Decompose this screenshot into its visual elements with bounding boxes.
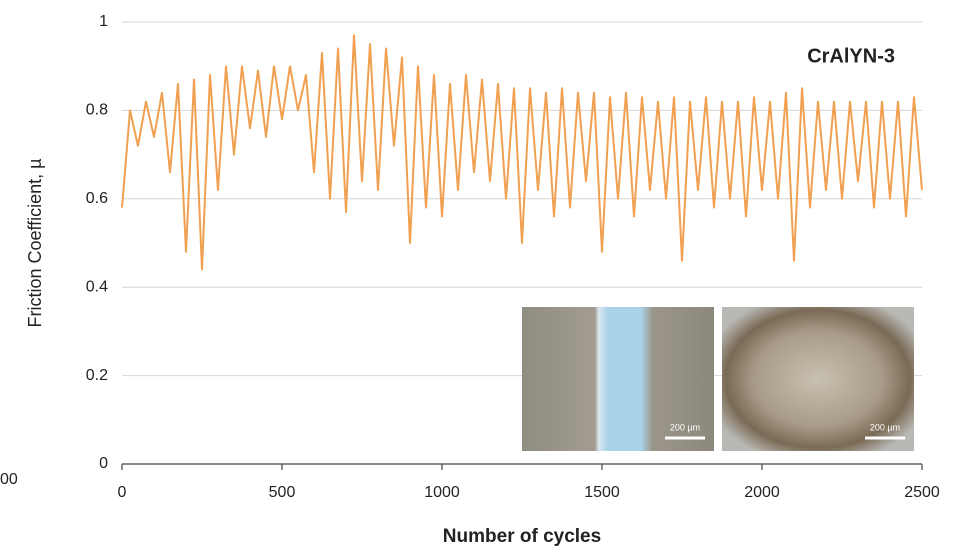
- annotation: CrAlYN-3: [807, 45, 895, 67]
- y-tick-label: 0.4: [86, 278, 108, 295]
- x-tick-label: 0: [118, 484, 127, 501]
- x-tick-label: 1500: [584, 484, 620, 501]
- y-tick-label: 0: [99, 455, 108, 472]
- inset-image: 200 µm: [722, 307, 914, 451]
- y-tick-label: 0.8: [86, 102, 108, 119]
- x-tick-label: 2000: [744, 484, 780, 501]
- y-tick-label: 0.6: [86, 190, 108, 207]
- x-tick-label: 2500: [904, 484, 940, 501]
- micrograph: [722, 307, 914, 451]
- x-axis-title: Number of cycles: [443, 526, 601, 547]
- inset-image: 200 µm: [522, 307, 714, 451]
- x-tick-label: 500: [269, 484, 296, 501]
- x-tick-label: 1000: [424, 484, 460, 501]
- y-tick-label: 0.2: [86, 367, 108, 384]
- micrograph: [522, 307, 714, 451]
- scale-label: 200 µm: [870, 422, 900, 432]
- plot-area: 0 0.2 0.4 0.6 0.8 1 0 500 1000 1500 2000 2500 CrAlYN…: [86, 13, 940, 501]
- cropped-label: 00: [0, 471, 18, 488]
- y-tick-label: 1: [99, 13, 108, 30]
- y-axis-title: Friction Coefficient, µ: [25, 158, 45, 327]
- data-line: [121, 34, 923, 271]
- scale-label: 200 µm: [670, 422, 700, 432]
